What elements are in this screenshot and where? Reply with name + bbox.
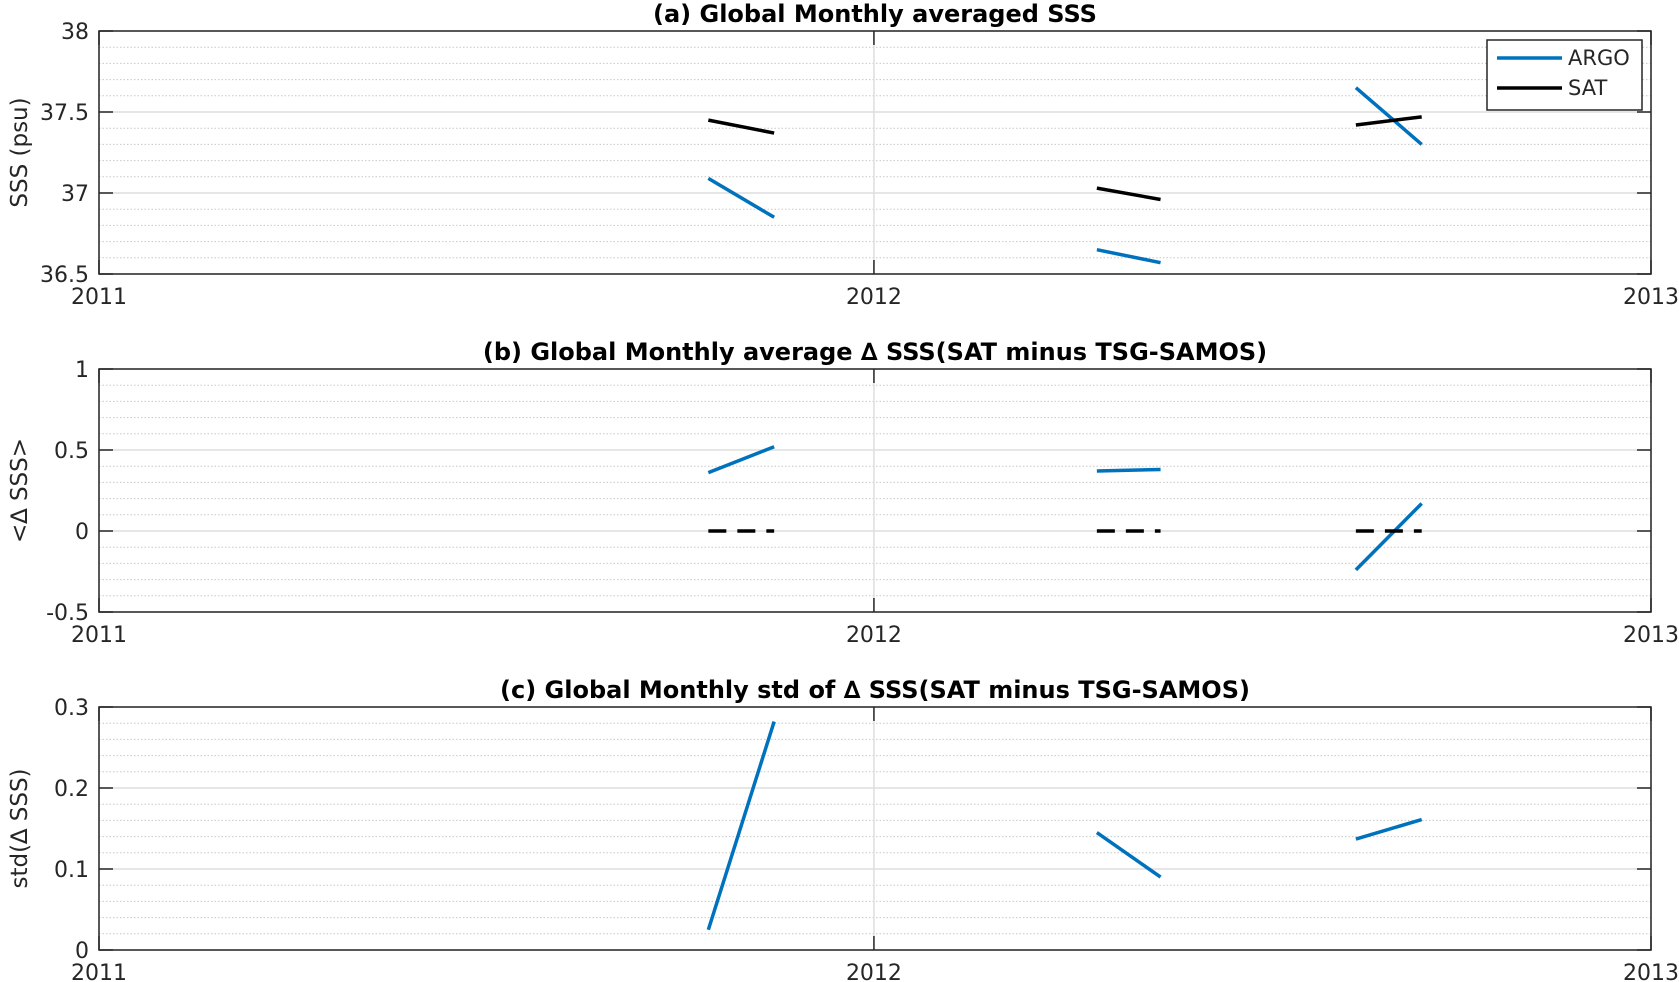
y-tick-label: 36.5 [40,263,89,288]
series-segment [1096,247,1161,265]
axes-box [98,30,1652,275]
x-tick-label: 2013 [1623,961,1679,982]
series-segment [1096,467,1161,473]
x-tick-label: 2012 [846,623,902,648]
y-tick-label: 0.3 [54,696,89,721]
plot-area [99,369,1651,612]
y-tick-label: 37 [61,182,89,207]
chart-panel-b: 2011 2012 2013 -0.5 0 0.5 1 (b) Global Monthly … [7,338,1679,648]
y-tick-label: 1 [75,358,89,383]
plot-area [99,707,1651,950]
legend: ARGO SAT [1486,39,1643,111]
series-segment [1355,817,1423,841]
x-tick-label: 2012 [846,285,902,310]
series-segment [1095,831,1162,879]
legend-label: SAT [1568,76,1607,100]
chart-title: (a) Global Monthly averaged SSS [653,0,1097,28]
axes-box [98,706,1652,951]
y-axis-label: std(∆ SSS) [7,768,33,888]
chart-panel-c: 2011 2012 2013 0 0.1 0.2 0.3 (c) Global Monthly… [7,676,1679,982]
legend-label: ARGO [1568,46,1630,70]
chart-panel-a: 2011 2012 2013 36.5 37 37.5 38 (a) Global Month… [7,0,1679,310]
series-segment [707,445,775,475]
series-blue [707,445,1423,572]
y-axis-label: <∆ SSS> [7,438,33,543]
y-tick-label: 0 [75,520,89,545]
series-segment [1354,502,1423,572]
x-tick-label: 2011 [71,285,127,310]
y-tick-label: 0.2 [54,777,89,802]
x-tick-label: 2011 [71,623,127,648]
y-axis-label: SSS (psu) [7,97,33,207]
y-tick-label: 0.5 [54,439,89,464]
series-segment [1355,115,1422,127]
x-tick-label: 2013 [1623,285,1679,310]
x-tick-label: 2011 [71,961,127,982]
series-argo [707,86,1423,265]
axes-box [98,368,1652,613]
chart-title: (b) Global Monthly average ∆ SSS(SAT min… [483,338,1267,366]
y-tick-label: -0.5 [46,601,89,626]
series-segment [707,118,775,135]
series-blue [706,721,1423,931]
series-segment [706,721,776,931]
y-tick-label: 0.1 [54,858,89,883]
series-segment [707,176,776,219]
chart-title: (c) Global Monthly std of ∆ SSS(SAT minu… [500,676,1250,704]
series-sat [707,115,1422,202]
x-tick-label: 2012 [846,961,902,982]
y-tick-label: 38 [61,20,89,45]
y-tick-label: 0 [75,939,89,964]
series-segment [1354,86,1423,146]
x-tick-label: 2013 [1623,623,1679,648]
series-segment [1096,186,1161,202]
plot-area [99,31,1651,274]
y-tick-label: 37.5 [40,101,89,126]
legend-box [1486,39,1643,111]
